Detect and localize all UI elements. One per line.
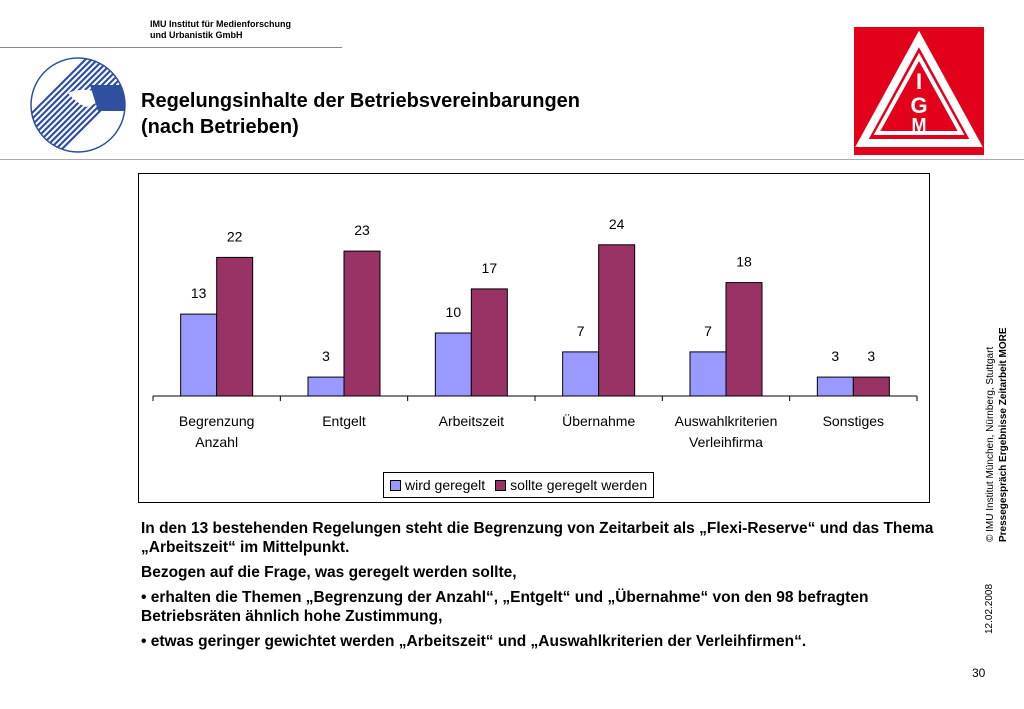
summary-bullet-2: • etwas geringer gewichtet werden „Arbei…	[141, 633, 807, 650]
section-rule	[0, 159, 1024, 160]
copyright-text: © IMU Institut München, Nürnberg, Stuttg…	[985, 346, 996, 542]
bar-2-2	[470, 288, 508, 397]
bar-1-1	[307, 376, 345, 397]
data-label: 13	[191, 285, 207, 301]
page-number: 30	[972, 666, 986, 680]
institute-name: IMU Institut für Medienforschung und Urb…	[150, 19, 291, 41]
category-label: Arbeitszeit	[439, 413, 504, 429]
title-line-1: Regelungsinhalte der Betriebsvereinbarun…	[141, 90, 580, 112]
data-label: 3	[322, 348, 330, 364]
bar-1-4	[689, 351, 727, 397]
category-label: Übernahme	[562, 412, 635, 429]
data-label: 10	[446, 304, 462, 320]
side-date: 12.02.2008	[984, 570, 998, 634]
bar-1-2	[434, 332, 472, 397]
category-label: Verleihfirma	[689, 434, 763, 450]
category-label: Sonstiges	[823, 413, 884, 429]
data-label: 18	[736, 254, 752, 270]
header-rule	[0, 47, 342, 48]
category-label: Entgelt	[322, 413, 366, 429]
legend-swatch-series-1	[390, 479, 401, 491]
bar-2-0	[216, 256, 254, 397]
data-label: 3	[867, 348, 875, 364]
page-title: Regelungsinhalte der Betriebsvereinbarun…	[141, 88, 580, 140]
institute-line-2: und Urbanistik GmbH	[150, 30, 243, 40]
presentation-text: Pressegespräch Ergebnisse Zeitarbeit MOR…	[998, 327, 1009, 542]
ig-metall-logo: I G M	[854, 27, 984, 155]
bar-chart: 13 22 Begrenzung Anzahl 3 23 Entgelt 10 17 Arbeit…	[138, 173, 930, 503]
imu-logo	[28, 55, 128, 155]
summary-paragraph-1: In den 13 bestehenden Regelungen steht d…	[141, 520, 934, 556]
legend-item-series-1: wird geregelt	[390, 477, 485, 493]
institute-line-1: IMU Institut für Medienforschung	[150, 19, 291, 29]
summary-paragraph-2: Bezogen auf die Frage, was geregelt werd…	[141, 564, 517, 581]
legend-item-series-2: sollte geregelt werden	[495, 477, 647, 493]
legend-swatch-series-2	[495, 479, 507, 491]
summary-bullet-1: • erhalten die Themen „Begrenzung der An…	[141, 589, 869, 625]
date-text: 12.02.2008	[984, 583, 995, 634]
data-label: 7	[704, 323, 712, 339]
bar-1-5	[816, 376, 854, 397]
data-label: 3	[831, 348, 839, 364]
side-credits: © IMU Institut München, Nürnberg, Stuttg…	[984, 312, 1020, 542]
logo-letter-g: G	[910, 93, 927, 118]
summary-text: In den 13 bestehenden Regelungen steht d…	[141, 519, 951, 657]
category-label: Begrenzung	[179, 413, 255, 429]
legend-label-series-2: sollte geregelt werden	[510, 477, 648, 493]
chart-canvas: 13 22 Begrenzung Anzahl 3 23 Entgelt 10 17 Arbeit…	[152, 216, 918, 450]
logo-letter-m: M	[912, 115, 927, 135]
bar-2-4	[725, 282, 763, 397]
bar-1-0	[180, 313, 218, 397]
bar-1-3	[562, 351, 600, 397]
chart-legend: wird geregelt sollte geregelt werden	[383, 472, 655, 498]
logo-letter-i: I	[916, 69, 922, 94]
data-label: 7	[577, 323, 585, 339]
legend-label-series-1: wird geregelt	[405, 477, 486, 493]
data-label: 17	[482, 260, 498, 276]
bar-2-5	[852, 376, 890, 397]
data-label: 24	[609, 216, 625, 232]
bar-2-3	[598, 244, 636, 397]
data-label: 23	[354, 222, 370, 238]
bar-2-1	[343, 250, 381, 397]
title-line-2: (nach Betrieben)	[141, 116, 299, 138]
category-label: Auswahlkriterien	[675, 413, 778, 429]
data-label: 22	[227, 228, 243, 244]
category-label: Anzahl	[195, 434, 238, 450]
